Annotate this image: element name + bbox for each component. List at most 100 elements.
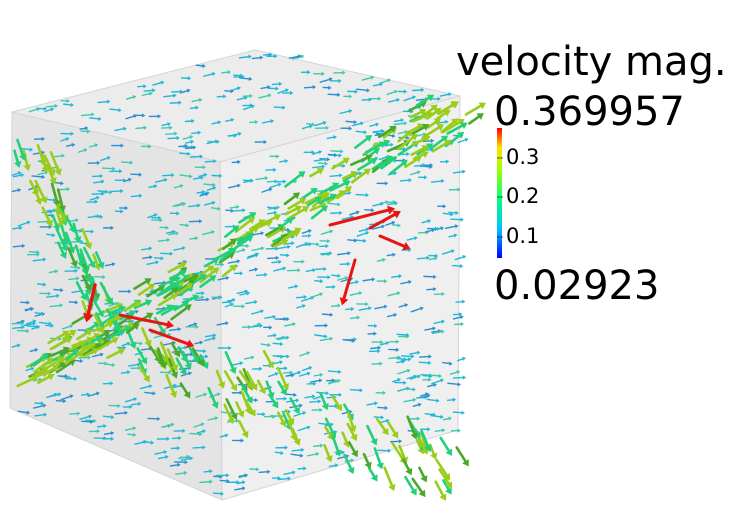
glyph-head: [90, 419, 94, 424]
glyph-head: [110, 431, 115, 436]
glyph-shaft: [189, 155, 201, 158]
glyph-shaft: [411, 137, 427, 147]
glyph-shaft: [26, 325, 37, 328]
glyph-head: [379, 202, 384, 207]
glyph-head: [60, 218, 69, 226]
glyph-head: [90, 229, 95, 234]
glyph-head: [26, 220, 31, 225]
glyph-shaft: [433, 320, 443, 325]
glyph-shaft: [444, 225, 456, 230]
glyph-head: [160, 256, 165, 261]
glyph-shaft: [382, 129, 394, 139]
glyph-shaft: [324, 426, 332, 437]
glyph-shaft: [239, 292, 248, 296]
glyph-head: [178, 100, 182, 105]
glyph-head: [132, 95, 137, 100]
glyph-head: [457, 428, 461, 433]
glyph-shaft: [92, 253, 99, 266]
glyph-shaft: [86, 283, 97, 316]
glyph-head: [456, 370, 461, 375]
glyph-shaft: [70, 266, 79, 269]
glyph-shaft: [25, 320, 35, 325]
glyph-head: [171, 173, 175, 178]
glyph-head: [202, 445, 206, 450]
glyph-head: [384, 405, 389, 410]
glyph-head: [431, 228, 436, 233]
glyph-head: [279, 360, 284, 365]
glyph-shaft: [343, 453, 353, 470]
glyph-head: [226, 473, 230, 478]
glyph-head: [132, 323, 140, 331]
glyph-head: [99, 173, 104, 179]
glyph-shaft: [455, 300, 463, 303]
glyph-shaft: [439, 93, 450, 97]
glyph-head: [319, 202, 327, 210]
glyph-head: [255, 467, 260, 472]
glyph-shaft: [166, 348, 176, 367]
glyph-shaft: [236, 97, 246, 101]
glyph-head: [44, 170, 49, 175]
glyph-shaft: [227, 260, 238, 264]
glyph-head: [274, 372, 279, 377]
glyph-shaft: [442, 417, 450, 421]
glyph-head: [146, 312, 154, 320]
glyph-head: [76, 411, 81, 416]
glyph-shaft: [369, 123, 377, 127]
glyph-head: [380, 340, 384, 345]
glyph-head: [393, 171, 398, 176]
glyph-head: [378, 141, 387, 149]
glyph-shaft: [12, 174, 22, 178]
glyph-head: [364, 134, 373, 142]
glyph-shaft: [425, 229, 433, 233]
glyph-head: [202, 349, 207, 354]
glyph-head: [464, 137, 469, 142]
glyph-head: [85, 329, 93, 337]
glyph-head: [42, 403, 47, 408]
glyph-head: [347, 261, 351, 267]
glyph-head: [265, 220, 273, 228]
glyph-shaft: [153, 334, 163, 339]
glyph-head: [337, 92, 341, 97]
glyph-head: [84, 283, 92, 291]
glyph-shaft: [288, 55, 299, 59]
glyph-head: [148, 384, 153, 389]
glyph-head: [377, 96, 382, 101]
glyph-head: [309, 124, 313, 129]
glyph-shaft: [28, 251, 38, 253]
glyph-shaft: [245, 370, 256, 387]
glyph-head: [337, 303, 341, 308]
glyph-shaft: [319, 391, 327, 406]
glyph-shaft: [50, 182, 59, 203]
glyph-shaft: [385, 222, 393, 226]
glyph-head: [419, 108, 427, 116]
glyph-head: [60, 288, 64, 293]
glyph-shaft: [297, 426, 309, 432]
glyph-shaft: [228, 133, 240, 137]
glyph-shaft: [419, 393, 427, 397]
glyph-head: [312, 268, 316, 273]
glyph-head: [32, 321, 37, 326]
glyph-head: [273, 167, 277, 172]
glyph-head: [339, 210, 343, 216]
glyph-head: [251, 104, 255, 109]
glyph-head: [338, 78, 342, 84]
glyph-head: [163, 450, 168, 455]
glyph-shaft: [379, 79, 389, 84]
glyph-head: [301, 206, 310, 213]
glyph-shaft: [238, 214, 253, 224]
glyph-head: [263, 139, 267, 145]
glyph-head: [85, 275, 92, 283]
glyph-shaft: [164, 132, 175, 136]
glyph-head: [459, 312, 463, 317]
glyph-shaft: [195, 64, 204, 67]
glyph-head: [158, 327, 166, 336]
glyph-shaft: [80, 113, 93, 117]
glyph-head: [325, 125, 330, 131]
glyph-head: [405, 467, 413, 476]
glyph-shaft: [277, 477, 289, 481]
glyph-shaft: [25, 368, 33, 372]
glyph-head: [321, 71, 325, 76]
glyph-shaft: [434, 429, 443, 432]
glyph-head: [62, 346, 70, 354]
